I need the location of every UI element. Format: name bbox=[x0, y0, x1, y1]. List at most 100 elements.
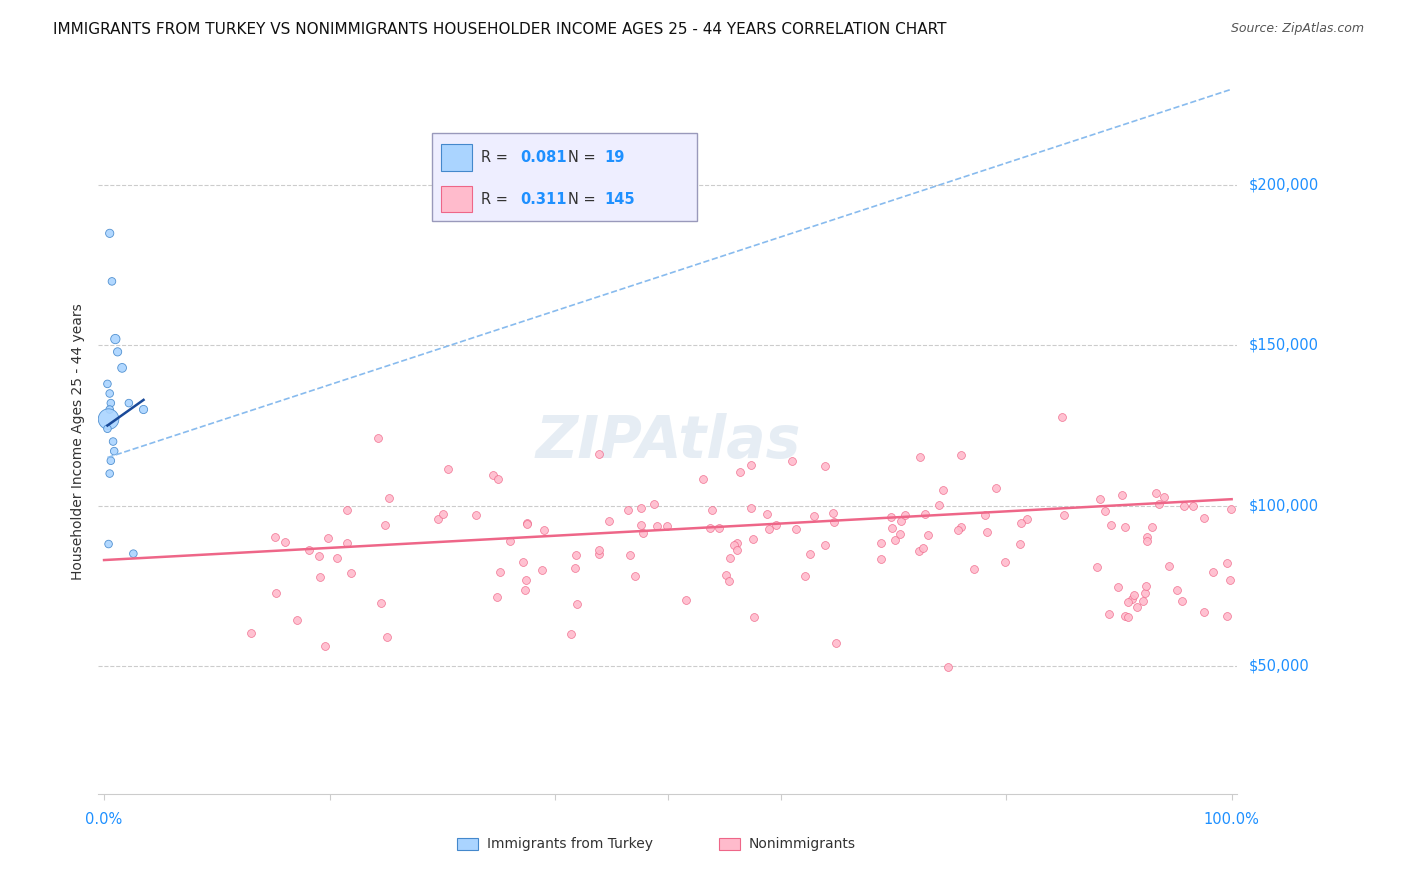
Text: $150,000: $150,000 bbox=[1249, 338, 1319, 353]
Point bbox=[427, 512, 450, 526]
Point bbox=[617, 503, 640, 517]
Point bbox=[741, 533, 763, 547]
Point bbox=[560, 627, 582, 641]
Point bbox=[1088, 491, 1111, 506]
Point bbox=[946, 524, 969, 538]
Point bbox=[1114, 608, 1136, 623]
Point bbox=[132, 402, 155, 417]
Point bbox=[623, 569, 645, 583]
Point bbox=[725, 542, 748, 557]
Point bbox=[823, 506, 845, 520]
Point bbox=[588, 543, 610, 558]
Point bbox=[631, 526, 654, 541]
Point bbox=[97, 537, 120, 551]
Text: 0.0%: 0.0% bbox=[86, 813, 122, 828]
Point bbox=[1157, 559, 1180, 574]
Point bbox=[367, 431, 389, 445]
Point bbox=[340, 566, 363, 580]
Point bbox=[565, 548, 588, 562]
Point bbox=[298, 543, 321, 558]
Point bbox=[240, 626, 263, 640]
Point bbox=[314, 639, 336, 653]
Text: Source: ZipAtlas.com: Source: ZipAtlas.com bbox=[1230, 22, 1364, 36]
Point bbox=[728, 465, 751, 479]
Point bbox=[370, 596, 392, 610]
Point bbox=[531, 563, 554, 577]
Point bbox=[1194, 511, 1216, 525]
Point bbox=[103, 444, 125, 458]
Point bbox=[486, 590, 509, 604]
Point bbox=[984, 481, 1007, 495]
Point bbox=[588, 447, 610, 461]
Point bbox=[336, 503, 359, 517]
Point bbox=[1166, 583, 1188, 598]
Text: 0.081: 0.081 bbox=[520, 150, 567, 165]
Point bbox=[465, 508, 488, 522]
Point bbox=[936, 659, 959, 673]
Y-axis label: Householder Income Ages 25 - 44 years: Householder Income Ages 25 - 44 years bbox=[72, 303, 86, 580]
Point bbox=[765, 518, 787, 533]
Point bbox=[104, 332, 127, 346]
Point bbox=[481, 468, 503, 483]
Text: 145: 145 bbox=[605, 192, 636, 207]
Point bbox=[1202, 565, 1225, 579]
Point bbox=[515, 573, 537, 587]
Point bbox=[318, 531, 340, 545]
Point bbox=[1144, 486, 1167, 500]
Point bbox=[1135, 579, 1157, 593]
Point bbox=[963, 562, 986, 576]
Point bbox=[1094, 504, 1116, 518]
Point bbox=[910, 450, 932, 465]
Point bbox=[588, 547, 610, 561]
Point bbox=[707, 521, 730, 535]
Point bbox=[375, 630, 398, 644]
Point bbox=[565, 597, 588, 611]
Point bbox=[1010, 516, 1032, 530]
Point bbox=[1052, 508, 1074, 523]
Point bbox=[287, 613, 309, 627]
Point bbox=[98, 386, 121, 401]
Text: N =: N = bbox=[568, 150, 600, 165]
Point bbox=[911, 541, 934, 555]
Text: ZIPAtlas: ZIPAtlas bbox=[536, 413, 800, 470]
Point bbox=[1099, 518, 1122, 533]
Point bbox=[100, 454, 122, 468]
Point bbox=[308, 549, 330, 563]
Point bbox=[1114, 519, 1136, 533]
Point bbox=[799, 547, 821, 561]
Point bbox=[928, 498, 950, 512]
Bar bbox=[457, 838, 478, 850]
Point bbox=[702, 503, 724, 517]
Point bbox=[1219, 573, 1241, 587]
Text: $100,000: $100,000 bbox=[1249, 498, 1319, 513]
Point bbox=[1126, 599, 1149, 614]
Text: 0.311: 0.311 bbox=[520, 192, 567, 207]
Point bbox=[994, 555, 1017, 569]
Point bbox=[97, 412, 120, 426]
Point bbox=[564, 560, 586, 574]
Point bbox=[515, 583, 537, 598]
Point bbox=[1123, 588, 1146, 602]
Point bbox=[336, 536, 359, 550]
Point bbox=[100, 396, 122, 410]
Point bbox=[723, 538, 745, 552]
Point bbox=[101, 434, 124, 449]
Point bbox=[908, 543, 931, 558]
Point bbox=[512, 555, 534, 569]
Point bbox=[1015, 511, 1038, 525]
Text: 19: 19 bbox=[605, 150, 624, 165]
Point bbox=[98, 227, 121, 241]
Point bbox=[1153, 490, 1175, 504]
Point bbox=[598, 514, 620, 528]
Point bbox=[949, 519, 972, 533]
Point bbox=[630, 500, 652, 515]
Point bbox=[1050, 409, 1073, 424]
Point bbox=[740, 501, 762, 516]
Point bbox=[437, 462, 460, 476]
Point bbox=[699, 521, 721, 535]
Point bbox=[718, 550, 741, 565]
Point bbox=[740, 458, 762, 472]
Point bbox=[780, 454, 803, 468]
Point bbox=[880, 510, 903, 524]
Point bbox=[692, 472, 714, 486]
